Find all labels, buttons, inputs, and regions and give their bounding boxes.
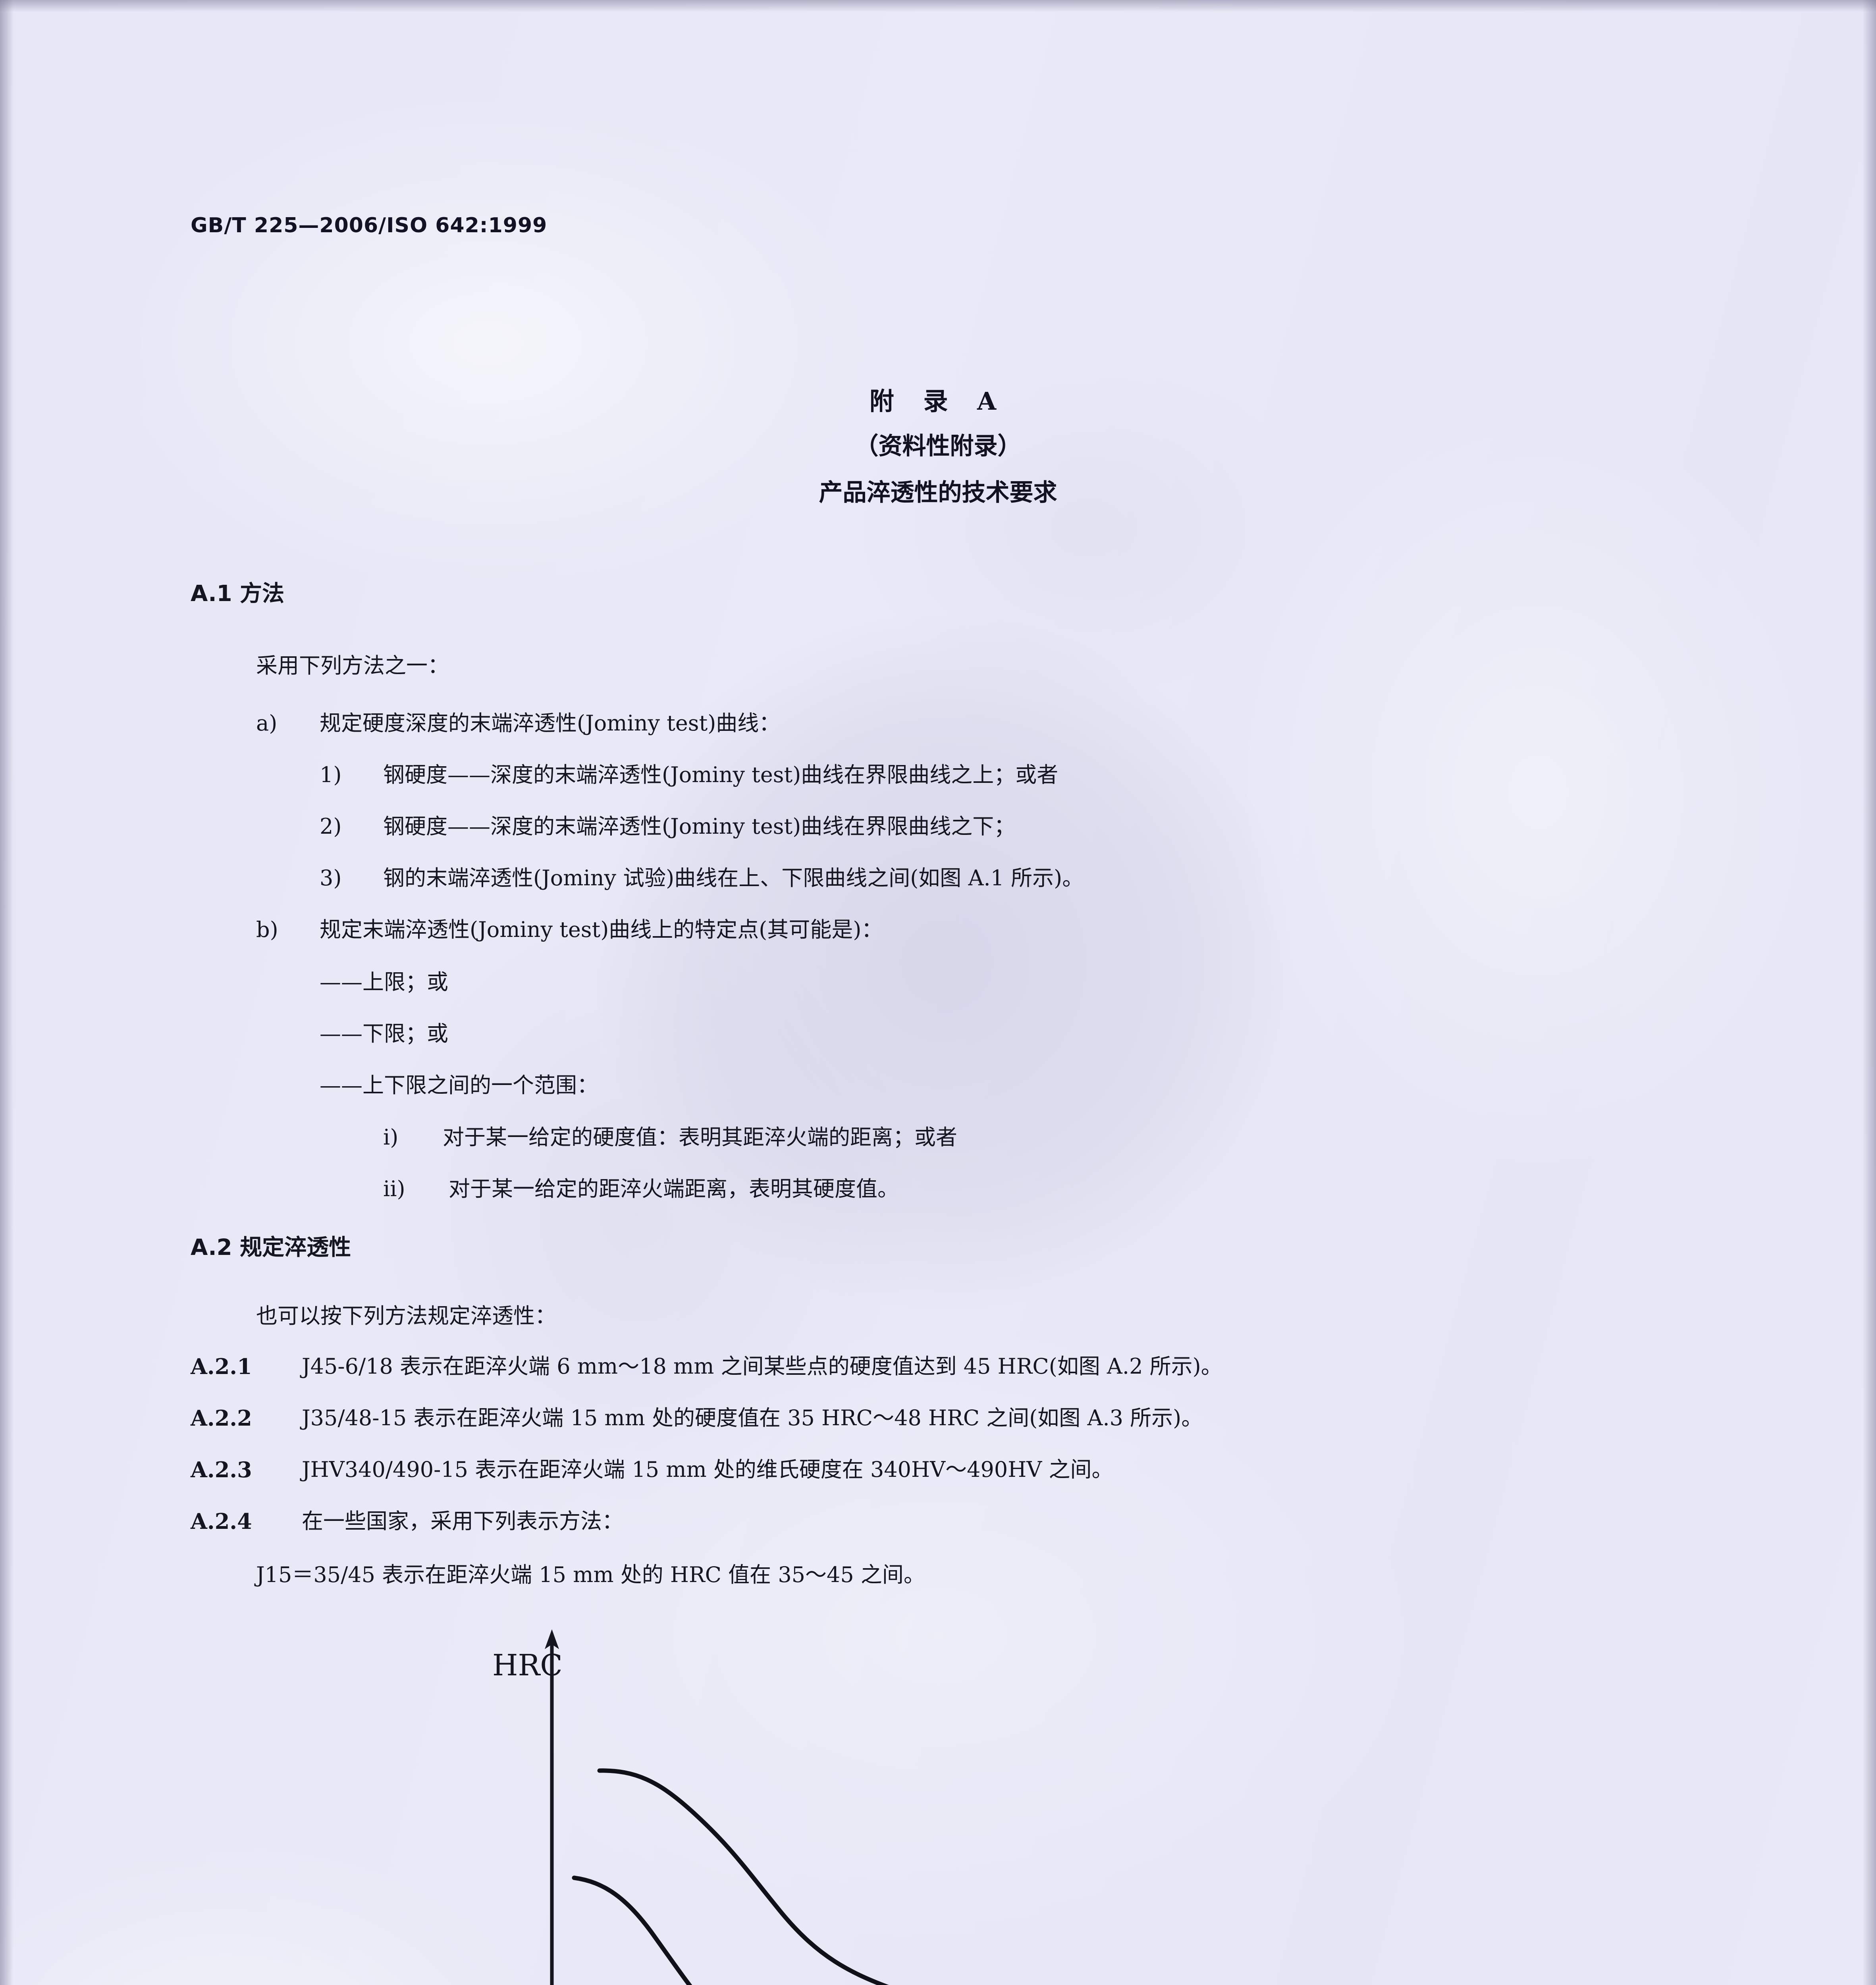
- clause-text-a24: 在一些国家，采用下列表示方法：: [302, 1509, 623, 1534]
- annex-kind: （资料性附录）: [854, 432, 1022, 460]
- list-item-a-text: 规定硬度深度的末端淬透性(Jominy test)曲线：: [320, 711, 781, 736]
- clause-text-a22: J35/48-15 表示在距淬火端 15 mm 处的硬度值在 35 HRC～48…: [302, 1405, 1203, 1430]
- a2-intro: 也可以按下列方法规定淬透性：: [256, 1303, 556, 1328]
- running-header: GB/T 225—2006/ISO 642:1999: [191, 214, 548, 237]
- list-marker-b: b): [256, 917, 278, 942]
- clause-text-a23: JHV340/490-15 表示在距淬火端 15 mm 处的维氏硬度在 340H…: [302, 1457, 1113, 1482]
- list-item-b-dash-1: ——上限；或: [320, 969, 448, 994]
- scan-edge-right: [1863, 0, 1876, 1985]
- list-item-a-3-text: 钢的末端淬透性(Jominy 试验)曲线在上、下限曲线之间(如图 A.1 所示)…: [383, 865, 1084, 890]
- list-marker-b-i: i): [383, 1125, 399, 1150]
- list-marker-a-2: 2): [320, 814, 342, 839]
- scan-edge-top: [0, 0, 1876, 12]
- annex-label: 附 录 A: [869, 387, 1007, 416]
- curve-lower-limit: [572, 1875, 692, 1985]
- a1-intro: 采用下列方法之一：: [256, 653, 449, 678]
- curve-upper-limit: [597, 1768, 889, 1985]
- clause-number-a22: A.2.2: [191, 1405, 252, 1431]
- list-item-b-dash-2: ——下限；或: [320, 1021, 448, 1046]
- figure-a1: HRC d/mm 1 2: [469, 1624, 1390, 1985]
- list-marker-b-ii: ii): [383, 1176, 405, 1201]
- list-marker-a-3: 3): [320, 865, 342, 890]
- list-item-a-1-text: 钢硬度——深度的末端淬透性(Jominy test)曲线在界限曲线之上；或者: [383, 762, 1059, 787]
- list-item-b-dash-3: ——上下限之间的一个范围：: [320, 1073, 598, 1098]
- section-heading-a1: A.1 方法: [191, 581, 285, 607]
- clause-text-a21: J45-6/18 表示在距淬火端 6 mm～18 mm 之间某些点的硬度值达到 …: [302, 1354, 1222, 1379]
- annex-subject: 产品淬透性的技术要求: [819, 479, 1057, 507]
- scan-edge-left: [0, 0, 13, 1985]
- clause-number-a23: A.2.3: [191, 1457, 252, 1482]
- list-marker-a: a): [256, 711, 278, 736]
- list-marker-a-1: 1): [320, 762, 342, 787]
- list-item-b-text: 规定末端淬透性(Jominy test)曲线上的特定点(其可能是)：: [320, 917, 883, 942]
- list-item-b-i-text: 对于某一给定的硬度值：表明其距淬火端的距离；或者: [443, 1125, 957, 1150]
- hardenability-limit-curves-chart: HRC d/mm 1 2: [492, 1629, 889, 1985]
- list-item-a-2-text: 钢硬度——深度的末端淬透性(Jominy test)曲线在界限曲线之下；: [383, 814, 1016, 839]
- y-axis-label: HRC: [492, 1648, 563, 1682]
- clause-number-a24: A.2.4: [191, 1509, 252, 1534]
- clause-a24-example: J15＝35/45 表示在距淬火端 15 mm 处的 HRC 值在 35～45 …: [256, 1562, 925, 1587]
- clause-number-a21: A.2.1: [191, 1354, 252, 1379]
- y-axis: [545, 1629, 559, 1985]
- section-heading-a2: A.2 规定淬透性: [191, 1235, 351, 1260]
- list-item-b-ii-text: 对于某一给定的距淬火端距离，表明其硬度值。: [449, 1176, 899, 1201]
